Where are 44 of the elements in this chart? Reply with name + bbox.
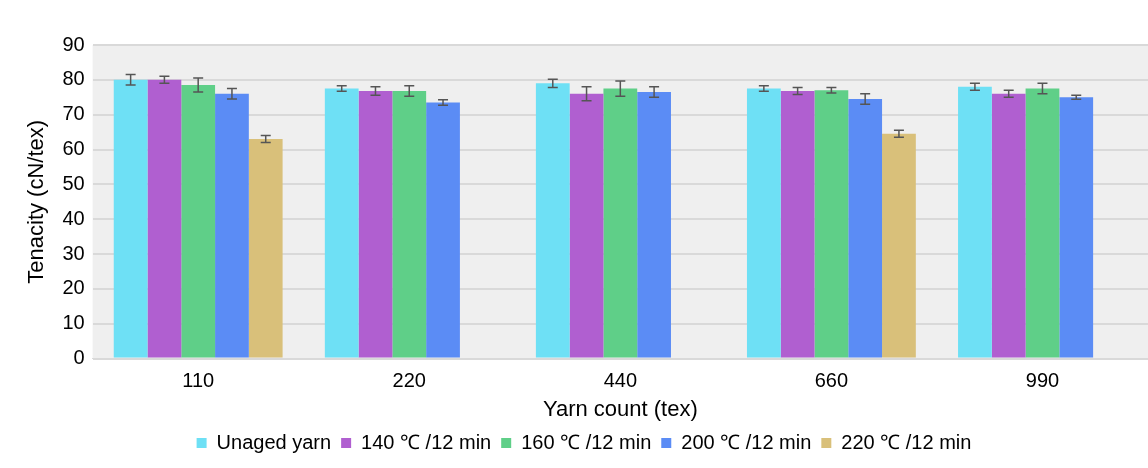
x-axis-title: Yarn count (tex) [542,395,698,421]
bar [882,133,916,358]
y-tick-label: 10 [62,311,85,334]
bar [1059,97,1094,358]
bar [958,86,992,358]
bar [569,93,604,358]
y-tick-label: 0 [73,346,85,369]
bar [358,91,393,358]
bar [814,90,849,358]
bar [426,102,460,358]
bar [991,93,1026,358]
bar [780,91,815,358]
y-axis-title: Tenacity (cN/tex) [23,119,49,284]
y-tick-label: 60 [62,137,85,160]
legend-label: 200 ℃ /12 min [681,430,812,453]
y-tick-label: 40 [62,206,85,229]
bar [215,93,249,358]
bar [324,88,359,358]
bar [746,88,781,358]
x-tick-label: 990 [1025,369,1060,392]
x-tick-label: 660 [814,369,849,392]
y-tick-label: 90 [62,32,85,55]
x-tick-label: 110 [182,369,215,392]
legend-label: Unaged yarn [216,430,332,453]
bar [848,99,883,358]
y-tick-label: 70 [62,102,85,125]
bar [535,83,570,358]
y-tick-label: 30 [62,241,85,264]
x-tick-label: 220 [392,369,426,392]
bar [392,91,427,358]
bar [1025,88,1060,358]
legend-label: 160 ℃ /12 min [521,430,652,453]
bar [248,139,283,358]
y-tick-label: 20 [62,276,85,299]
bar [147,79,182,358]
y-tick-label: 50 [62,171,85,194]
legend-label: 140 ℃ /12 min [361,430,492,453]
y-tick-label: 80 [62,67,85,90]
bar [113,79,148,358]
legend-label: 220 ℃ /12 min [841,430,972,453]
bar [637,92,671,358]
bar [603,88,638,358]
bar [181,85,216,358]
x-tick-label: 440 [603,369,638,392]
